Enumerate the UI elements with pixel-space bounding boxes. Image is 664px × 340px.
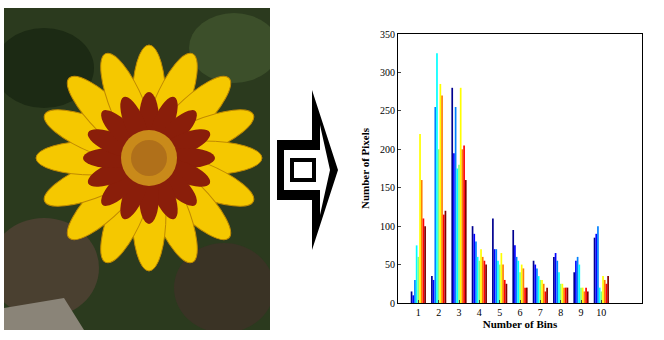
svg-text:350: 350 xyxy=(380,29,395,40)
svg-text:50: 50 xyxy=(385,259,395,270)
svg-text:Number of Bins: Number of Bins xyxy=(483,318,558,330)
svg-text:2: 2 xyxy=(436,307,441,318)
svg-text:150: 150 xyxy=(380,182,395,193)
svg-text:6: 6 xyxy=(518,307,523,318)
svg-text:100: 100 xyxy=(380,221,395,232)
svg-text:Number of Pixels: Number of Pixels xyxy=(359,127,371,209)
svg-text:200: 200 xyxy=(380,144,395,155)
svg-text:5: 5 xyxy=(497,307,502,318)
svg-text:8: 8 xyxy=(558,307,563,318)
svg-text:4: 4 xyxy=(477,307,482,318)
svg-text:10: 10 xyxy=(596,307,606,318)
svg-text:0: 0 xyxy=(390,298,395,309)
svg-text:7: 7 xyxy=(538,307,543,318)
svg-text:250: 250 xyxy=(380,105,395,116)
svg-text:9: 9 xyxy=(579,307,584,318)
svg-text:300: 300 xyxy=(380,67,395,78)
svg-text:1: 1 xyxy=(416,307,421,318)
svg-text:3: 3 xyxy=(457,307,462,318)
